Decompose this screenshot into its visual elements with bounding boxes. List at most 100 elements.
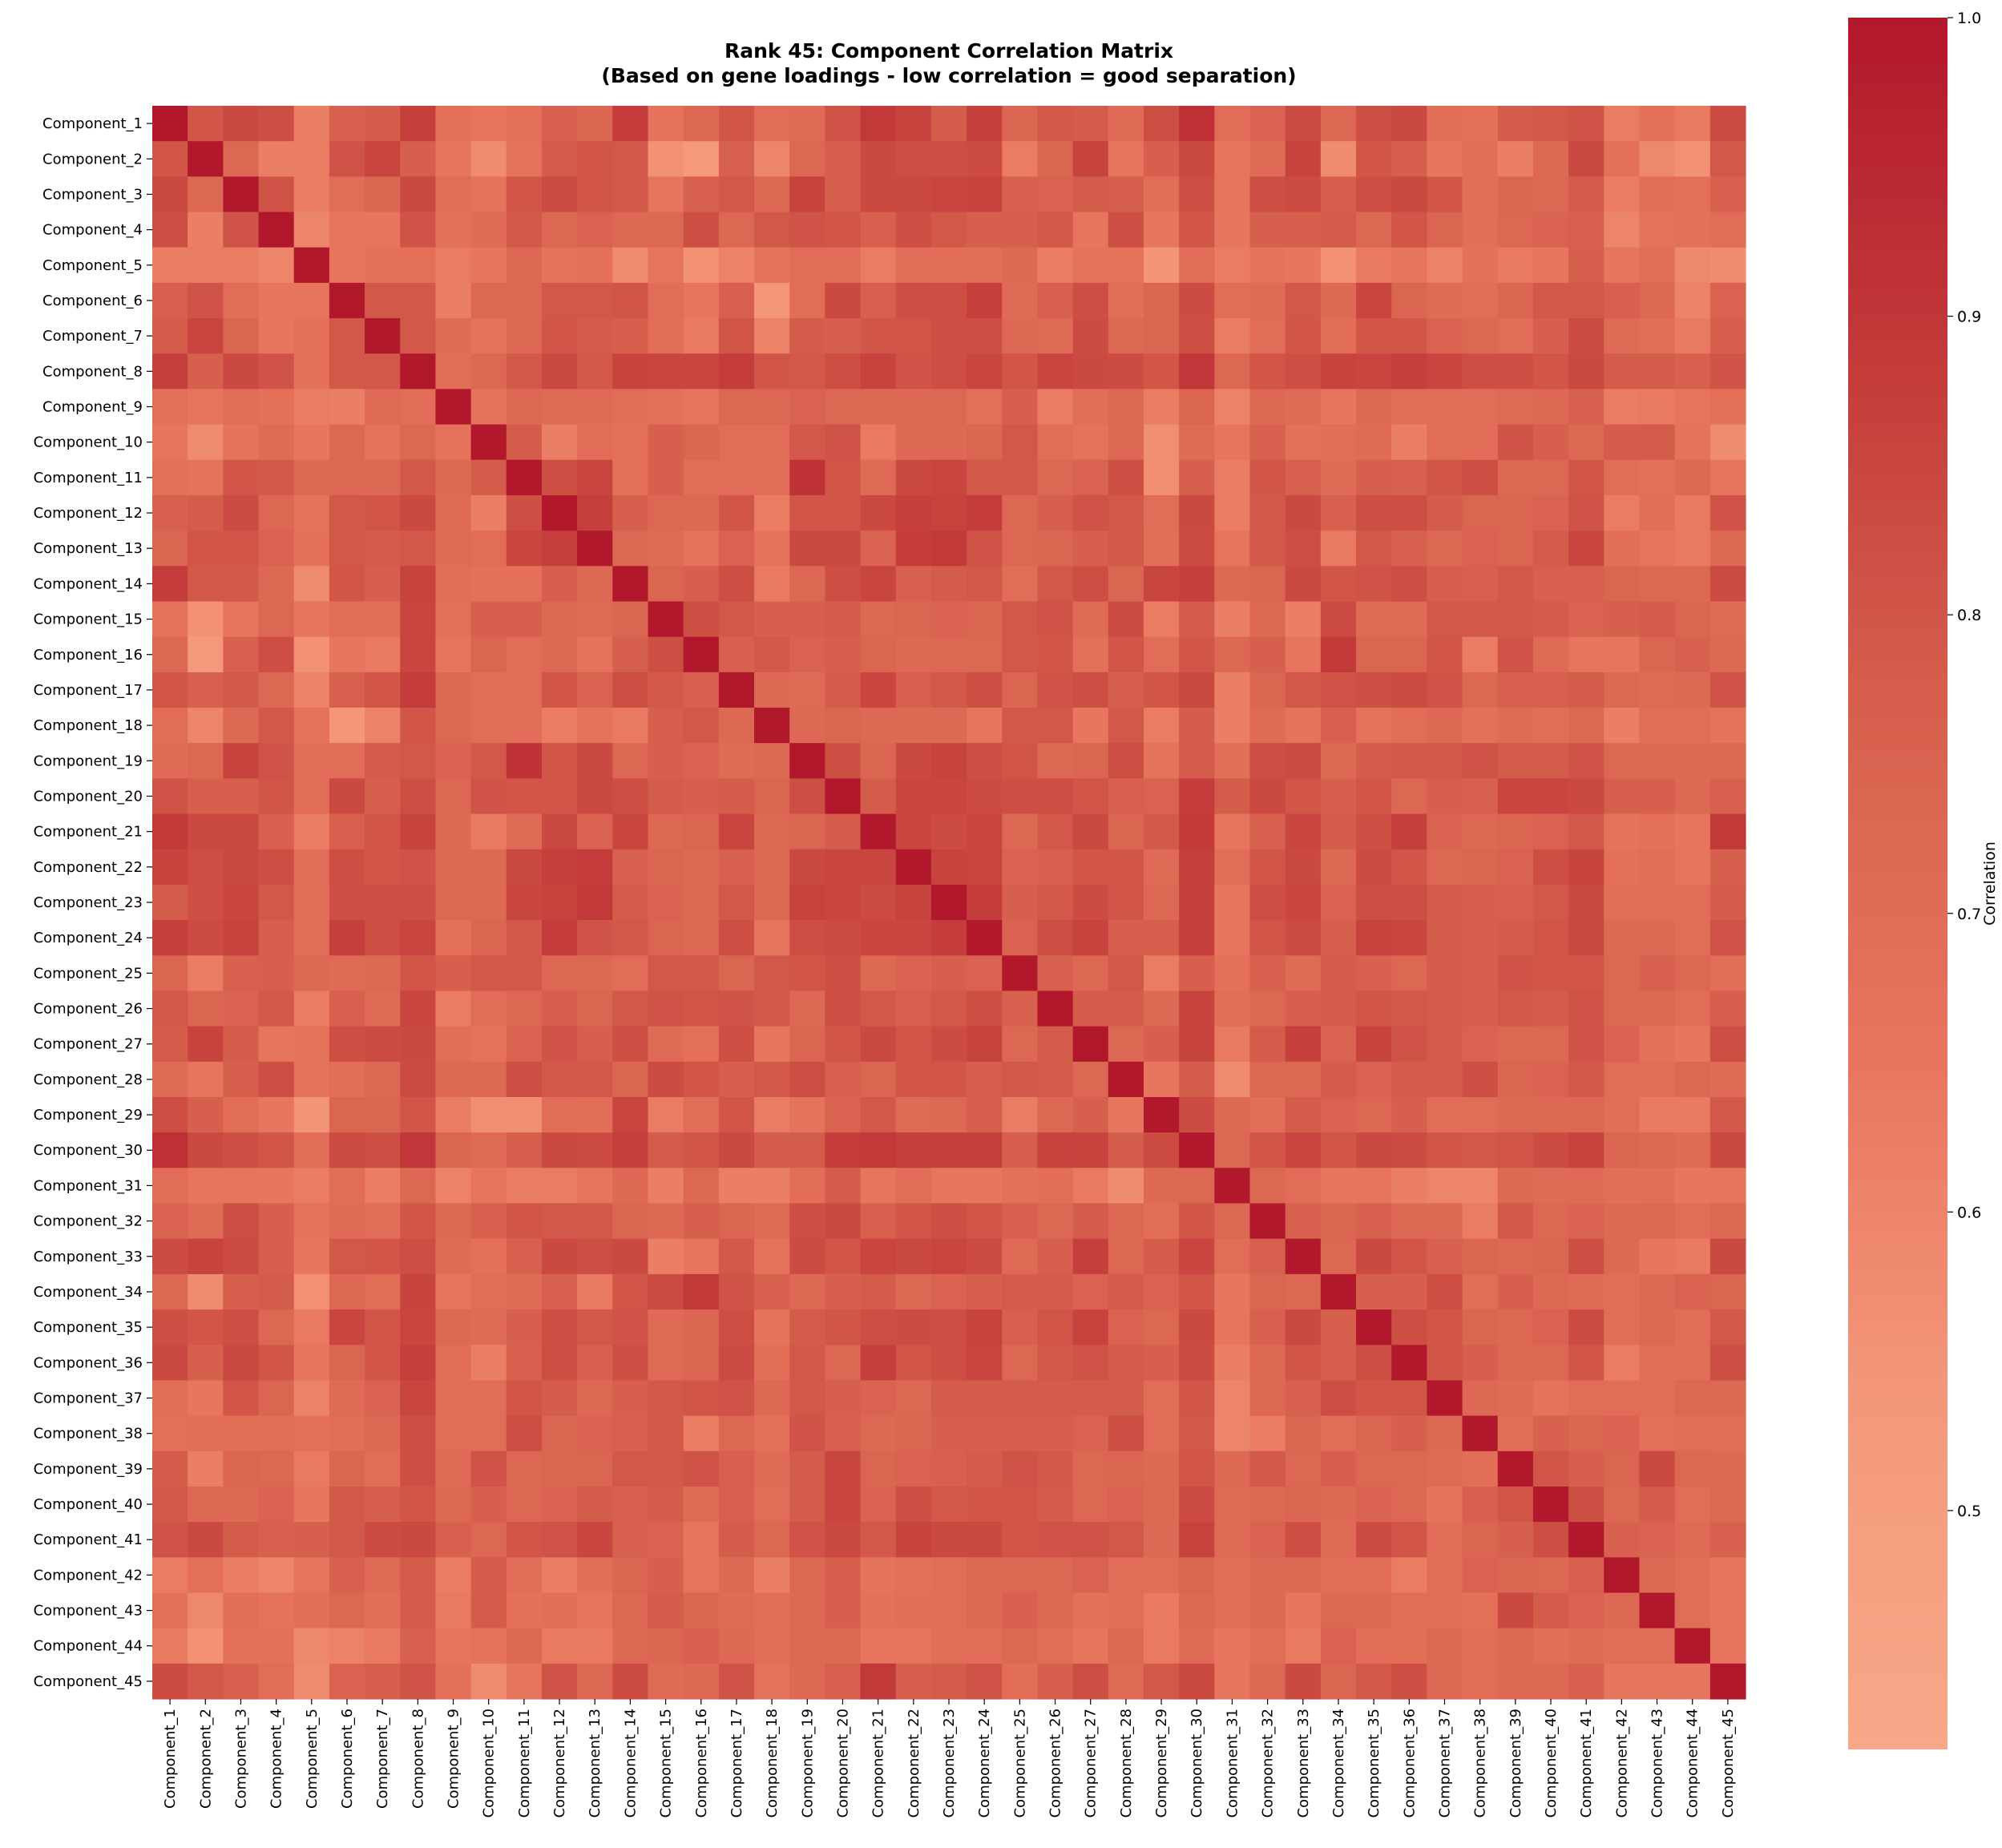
heatmap-cell xyxy=(683,1132,720,1168)
heatmap-cell xyxy=(1143,1132,1180,1168)
colorbar-tick-label: 0.6 xyxy=(1957,1204,1981,1221)
heatmap-cell xyxy=(860,991,897,1027)
heatmap-cell xyxy=(1108,1273,1144,1310)
heatmap-cell xyxy=(1462,708,1499,744)
heatmap-cell xyxy=(1497,247,1534,284)
heatmap-cell xyxy=(1037,636,1074,673)
heatmap-cell xyxy=(188,106,224,142)
heatmap-cell xyxy=(1462,1203,1499,1240)
x-tick-label: Component_19 xyxy=(799,1709,816,1818)
heatmap-cell xyxy=(1427,1096,1463,1133)
heatmap-cell xyxy=(1214,672,1251,708)
heatmap-cell xyxy=(1639,1522,1676,1558)
heatmap-cell xyxy=(365,176,401,213)
heatmap-cell xyxy=(1072,1663,1109,1700)
heatmap-cell xyxy=(258,389,295,426)
heatmap-cell xyxy=(1002,1415,1039,1452)
heatmap-cell xyxy=(258,672,295,708)
heatmap-cell xyxy=(577,601,613,638)
heatmap-cell xyxy=(293,1238,330,1275)
heatmap-cell xyxy=(293,1345,330,1381)
heatmap-cell xyxy=(470,955,507,992)
heatmap-cell xyxy=(1497,991,1534,1027)
heatmap-cell xyxy=(1709,1026,1746,1063)
heatmap-cell xyxy=(1709,743,1746,779)
heatmap-cell xyxy=(1709,991,1746,1027)
heatmap-cell xyxy=(825,141,862,177)
heatmap-cell xyxy=(1285,813,1322,850)
heatmap-cell xyxy=(365,1415,401,1452)
heatmap-cell xyxy=(967,1026,1003,1063)
x-tick-label: Component_25 xyxy=(1011,1709,1028,1818)
heatmap-cell xyxy=(1179,1203,1215,1240)
y-tick-label: Component_14 xyxy=(34,575,143,592)
heatmap-cell xyxy=(1072,955,1109,992)
heatmap-cell xyxy=(895,106,932,142)
heatmap-cell xyxy=(1072,1026,1109,1063)
heatmap-cell xyxy=(683,106,720,142)
heatmap-cell xyxy=(648,1026,684,1063)
y-tick-label: Component_1 xyxy=(42,115,143,132)
heatmap-cell xyxy=(1356,1203,1392,1240)
heatmap-cell xyxy=(293,1415,330,1452)
heatmap-cell xyxy=(1249,920,1286,956)
heatmap-cell xyxy=(895,247,932,284)
heatmap-cell xyxy=(470,106,507,142)
heatmap-cell xyxy=(1285,247,1322,284)
heatmap-cell xyxy=(1604,1380,1641,1417)
heatmap-cell xyxy=(1639,636,1676,673)
heatmap-cell xyxy=(188,1203,224,1240)
heatmap-cell xyxy=(1709,531,1746,567)
heatmap-cell xyxy=(1709,1168,1746,1204)
heatmap-cell xyxy=(400,531,437,567)
heatmap-cell xyxy=(1674,743,1711,779)
heatmap-cell xyxy=(967,1628,1003,1664)
heatmap-cell xyxy=(1604,1026,1641,1063)
heatmap-cell xyxy=(1568,1628,1604,1664)
heatmap-cell xyxy=(1143,566,1180,603)
heatmap-cell xyxy=(1639,1380,1676,1417)
heatmap-cell xyxy=(967,1380,1003,1417)
heatmap-cell xyxy=(400,1132,437,1168)
heatmap-cell xyxy=(1427,672,1463,708)
heatmap-cell xyxy=(1002,1380,1039,1417)
heatmap-cell xyxy=(860,1168,897,1204)
heatmap-cell xyxy=(506,282,543,319)
heatmap-cell xyxy=(435,884,472,921)
heatmap-cell xyxy=(1037,424,1074,461)
heatmap-cell xyxy=(1391,1628,1427,1664)
heatmap-cell xyxy=(1462,1486,1499,1523)
heatmap-cell xyxy=(612,1451,649,1487)
heatmap-cell xyxy=(967,424,1003,461)
heatmap-cell xyxy=(1639,955,1676,992)
heatmap-cell xyxy=(1391,991,1427,1027)
heatmap-cell xyxy=(825,1309,862,1346)
heatmap-cell xyxy=(293,1096,330,1133)
heatmap-cell xyxy=(754,141,790,177)
heatmap-cell xyxy=(1320,1026,1357,1063)
heatmap-cell xyxy=(1320,1663,1357,1700)
heatmap-cell xyxy=(506,424,543,461)
heatmap-cell xyxy=(1709,1132,1746,1168)
heatmap-cell xyxy=(930,1132,967,1168)
heatmap-cell xyxy=(400,566,437,603)
heatmap-cell xyxy=(967,884,1003,921)
heatmap-cell xyxy=(1249,1168,1286,1204)
heatmap-cell xyxy=(329,1096,365,1133)
heatmap-cell xyxy=(1639,212,1676,248)
heatmap-cell xyxy=(1462,1415,1499,1452)
heatmap-cell xyxy=(152,1061,188,1098)
heatmap-cell xyxy=(470,1273,507,1310)
heatmap-cell xyxy=(400,849,437,886)
heatmap-cell xyxy=(1674,1273,1711,1310)
heatmap-cell xyxy=(293,247,330,284)
heatmap-cell xyxy=(1639,1132,1676,1168)
heatmap-cell xyxy=(1072,1096,1109,1133)
heatmap-cell xyxy=(1356,1026,1392,1063)
heatmap-cell xyxy=(754,1096,790,1133)
heatmap-cell xyxy=(1604,601,1641,638)
heatmap-cell xyxy=(329,778,365,815)
heatmap-cell xyxy=(754,1663,790,1700)
heatmap-cell xyxy=(400,813,437,850)
heatmap-cell xyxy=(1462,176,1499,213)
